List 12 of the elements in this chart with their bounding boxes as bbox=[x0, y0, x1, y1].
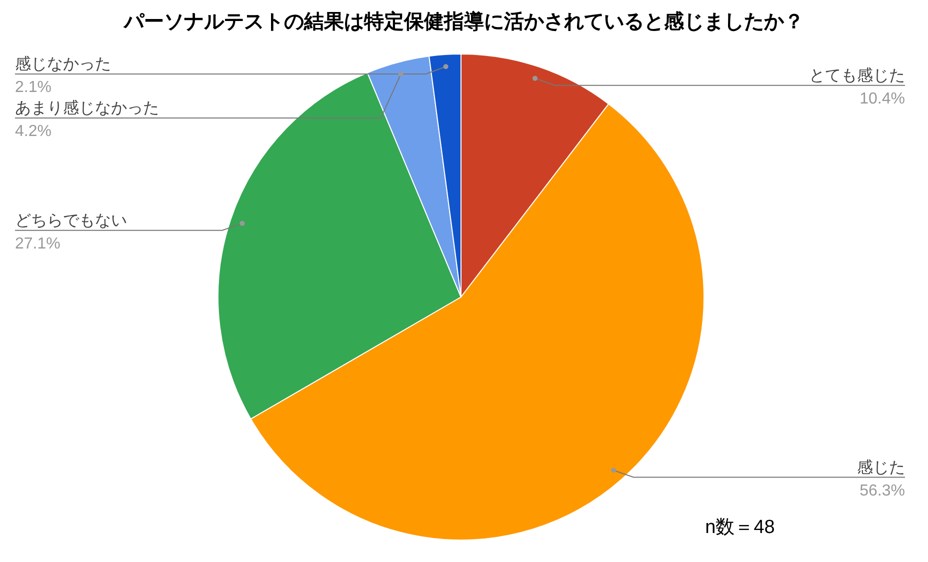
data-label: 2.1% bbox=[15, 79, 52, 96]
data-label: 10.4% bbox=[860, 90, 905, 108]
chart-title: パーソナルテストの結果は特定保健指導に活かされていると感じましたか？ bbox=[123, 10, 804, 33]
slice-label: どちらでもない bbox=[15, 212, 127, 230]
data-label: 4.2% bbox=[15, 123, 52, 140]
slice-label: あまり感じなかった bbox=[15, 99, 159, 117]
data-label: 27.1% bbox=[15, 235, 60, 252]
slice-label: 感じなかった bbox=[15, 55, 111, 73]
slice-label: とても感じた bbox=[809, 66, 905, 84]
slice-label: 感じた bbox=[857, 458, 905, 476]
data-label: 56.3% bbox=[860, 482, 905, 500]
text: n数＝48 bbox=[705, 517, 775, 538]
